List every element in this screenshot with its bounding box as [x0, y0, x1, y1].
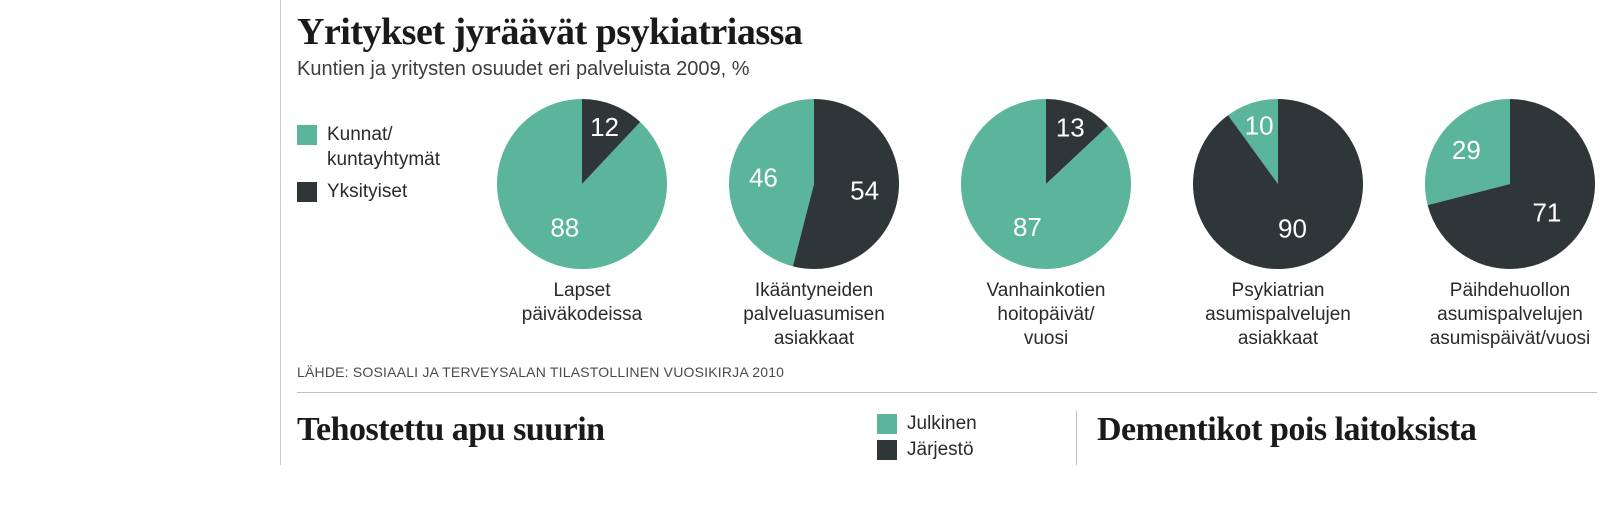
pie-wrap: 46 54: [729, 99, 899, 269]
section-divider: [297, 392, 1597, 393]
pie-chart: 10 90 Psykiatrian asumispalvelujen asiakka…: [1178, 99, 1378, 350]
pie-value-label: 71: [1532, 198, 1561, 228]
pie-value-label: 10: [1245, 111, 1274, 141]
bottom-center-legend: Julkinen Järjestö: [877, 411, 1077, 465]
pie-chart: 88 12 Lapset päiväkodeissa: [482, 99, 682, 327]
pie-caption: Vanhainkotien hoitopäivät/ vuosi: [986, 279, 1105, 350]
source-text: LÄHDE: SOSIAALI JA TERVEYSALAN TILASTOLL…: [297, 364, 1610, 380]
pie-value-label: 12: [590, 112, 619, 142]
pie-chart: 87 13 Vanhainkotien hoitopäivät/ vuosi: [946, 99, 1146, 350]
legend-label: Kunnat/ kuntayhtymät: [327, 123, 440, 172]
legend-label: Järjestö: [907, 439, 974, 461]
legend-swatch: [877, 414, 897, 434]
legend-swatch: [297, 182, 317, 202]
pie-chart: 46 54 Ikääntyneiden palveluasumisen asiakk…: [714, 99, 914, 350]
chart-row: Kunnat/ kuntayhtymät Yksityiset 88 12 Lapse…: [297, 99, 1610, 350]
pie-wrap: 88 12: [497, 99, 667, 269]
pie-wrap: 87 13: [961, 99, 1131, 269]
pie-caption: Psykiatrian asumispalvelujen asiakkaat: [1205, 279, 1351, 350]
pie-wrap: 10 90: [1193, 99, 1363, 269]
pie-value-label: 54: [850, 175, 879, 205]
infographic-page: Yritykset jyräävät psykiatriassa Kuntien…: [280, 0, 1610, 465]
legend-item: Kunnat/ kuntayhtymät: [297, 123, 454, 172]
bottom-left-title: Tehostettu apu suurin: [297, 411, 877, 449]
pie-value-label: 13: [1056, 113, 1085, 143]
pie-caption: Lapset päiväkodeissa: [522, 279, 642, 327]
legend-swatch: [877, 440, 897, 460]
main-subtitle: Kuntien ja yritysten osuudet eri palvelu…: [297, 58, 1610, 81]
legend-item: Yksityiset: [297, 180, 454, 205]
main-legend: Kunnat/ kuntayhtymät Yksityiset: [297, 99, 454, 213]
pie-chart: 29 71 Päihdehuollon asumispalvelujen asumi…: [1410, 99, 1610, 350]
pie-value-label: 90: [1278, 213, 1307, 243]
legend-swatch: [297, 125, 317, 145]
pie-caption: Päihdehuollon asumispalvelujen asumispäi…: [1430, 279, 1591, 350]
pie-value-label: 88: [550, 212, 579, 242]
pie-slice: [1193, 99, 1363, 269]
main-title: Yritykset jyräävät psykiatriassa: [297, 10, 1610, 54]
bottom-right-title: Dementikot pois laitoksista: [1097, 411, 1476, 449]
bottom-left-section: Tehostettu apu suurin: [297, 411, 877, 449]
legend-label: Yksityiset: [327, 180, 407, 205]
bottom-right-section: Dementikot pois laitoksista: [1097, 411, 1476, 449]
legend-item: Järjestö: [877, 439, 1056, 461]
legend-item: Julkinen: [877, 413, 1056, 435]
bottom-row: Tehostettu apu suurin Julkinen Järjestö D…: [297, 411, 1610, 465]
pie-value-label: 87: [1013, 212, 1042, 242]
pie-wrap: 29 71: [1425, 99, 1595, 269]
pie-charts-container: 88 12 Lapset päiväkodeissa 46 54 Ikääntyneide…: [482, 99, 1610, 350]
pie-caption: Ikääntyneiden palveluasumisen asiakkaat: [743, 279, 885, 350]
pie-value-label: 46: [749, 162, 778, 192]
pie-value-label: 29: [1452, 135, 1481, 165]
legend-label: Julkinen: [907, 413, 977, 435]
